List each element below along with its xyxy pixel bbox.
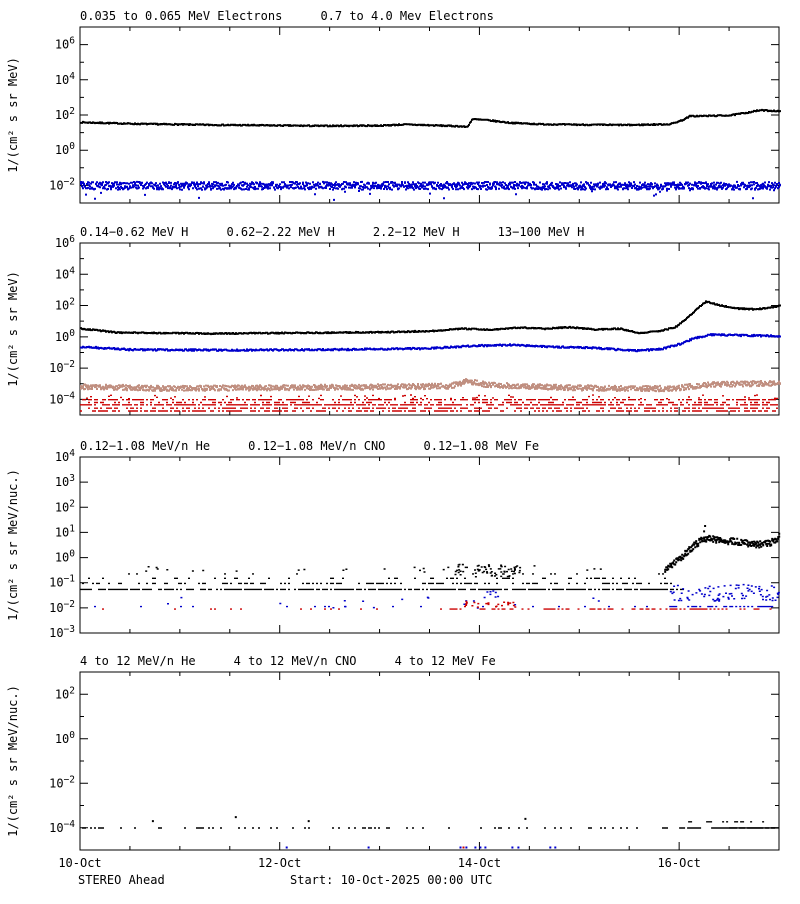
x-tick-label: 10-Oct [58, 856, 101, 870]
series-0-12-1-08-mev-n-he-spike [703, 525, 707, 533]
panel-4-title-2: 4 to 12 MeV/n CNO [234, 654, 357, 668]
series-0-12-1-08-mev-fe-rows [102, 608, 772, 610]
y-tick-label: 104 [55, 448, 75, 464]
panel-2-title-4: 13−100 MeV H [498, 225, 585, 239]
y-tick-label: 106 [55, 234, 75, 250]
y-tick-label: 10−4 [49, 819, 75, 835]
series-4-to-12-mev-n-cno [285, 846, 557, 849]
y-tick-label: 100 [55, 141, 75, 157]
y-tick-label: 102 [55, 498, 75, 514]
panel-2: 10−4 10−2 100 102 104 106 0.14−0.62 MeV H 0.62−… [49, 225, 781, 416]
y-tick-label: 10−3 [49, 624, 75, 640]
panel-4-title-3: 4 to 12 MeV Fe [395, 654, 496, 668]
y-tick-label: 10−2 [49, 176, 75, 192]
series-4-to-12-mev-n-he-line [729, 827, 779, 829]
panel-1-title-1: 0.035 to 0.065 MeV Electrons [80, 9, 282, 23]
panel-2-title-2: 0.62−2.22 MeV H [226, 225, 334, 239]
y-axis-label-panel-2: 1/(cm² s sr MeV) [6, 271, 20, 387]
panel-3-title-1: 0.12−1.08 MeV/n He [80, 439, 210, 453]
series-0-12-1-08-mev-n-cno-rows [94, 605, 774, 608]
series-4-to-12-mev-n-he-isolated [151, 816, 527, 823]
y-tick-label: 10−2 [49, 359, 75, 375]
y-axis-label-panel-4: 1/(cm² s sr MeV/nuc.) [6, 685, 20, 837]
y-tick-label: 10−2 [49, 774, 75, 790]
series-0-12-1-08-mev-n-he-rows [80, 573, 684, 591]
series-0-035-to-0-065-mev-electrons [80, 108, 781, 128]
panel-4: 10−4 10−2 100 102 10-Oct 12-Oct 14-Oct 16-Oct 4 … [49, 654, 780, 870]
y-tick-label: 100 [55, 730, 75, 746]
series-4-to-12-mev-n-he-rows [82, 821, 776, 829]
panel-3: 10−3 10−2 10−1 100 101 102 103 104 0.12−1.08 MeV… [49, 439, 781, 640]
y-tick-label: 100 [55, 549, 75, 565]
panel-frame [79, 671, 780, 851]
panel-frame [79, 26, 780, 204]
panel-1-title-2: 0.7 to 4.0 Mev Electrons [320, 9, 493, 23]
footer-start-time-label: Start: 10-Oct-2025 00:00 UTC [290, 873, 492, 887]
series-0-14-0-62-mev-h [80, 300, 781, 336]
series-0-12-1-08-mev-n-cno-clusters [167, 583, 780, 609]
x-tick-label: 12-Oct [258, 856, 301, 870]
panel-3-title-3: 0.12−1.08 MeV Fe [424, 439, 540, 453]
y-tick-label: 10−2 [49, 599, 75, 615]
x-tick-label: 16-Oct [657, 856, 700, 870]
y-tick-label: 101 [55, 523, 75, 539]
series-0-7-to-4-0-mev-electrons [80, 180, 781, 201]
panel-4-title-1: 4 to 12 MeV/n He [80, 654, 196, 668]
series-2-2-12-mev-h [80, 378, 781, 393]
series-13-100-mev-h [80, 394, 778, 412]
y-tick-label: 10−4 [49, 390, 75, 406]
y-tick-label: 104 [55, 265, 75, 281]
x-tick-label: 14-Oct [458, 856, 501, 870]
panel-2-title-1: 0.14−0.62 MeV H [80, 225, 188, 239]
series-0-12-1-08-mev-n-he-clusters [145, 563, 602, 578]
y-tick-label: 102 [55, 106, 75, 122]
y-tick-label: 10−1 [49, 574, 75, 590]
y-tick-label: 103 [55, 473, 75, 489]
y-axis-label-panel-1: 1/(cm² s sr MeV) [6, 57, 20, 173]
y-axis-label-panel-3: 1/(cm² s sr MeV/nuc.) [6, 469, 20, 621]
y-tick-label: 100 [55, 328, 75, 344]
y-tick-label: 102 [55, 685, 75, 701]
panel-2-title-3: 2.2−12 MeV H [373, 225, 460, 239]
y-tick-label: 104 [55, 71, 75, 87]
chart-generated-content: 10−2 100 102 104 106 0.035 to 0.065 MeV Elect… [49, 9, 781, 870]
series-4-to-12-mev-fe [462, 846, 465, 849]
series-0-62-2-22-mev-h [80, 333, 781, 353]
y-tick-label: 106 [55, 36, 75, 52]
panel-3-title-2: 0.12−1.08 MeV/n CNO [248, 439, 385, 453]
series-0-12-1-08-mev-n-he-event [664, 532, 781, 573]
y-tick-label: 102 [55, 297, 75, 313]
footer-spacecraft-label: STEREO Ahead [78, 873, 165, 887]
series-0-12-1-08-mev-fe-clusters [464, 600, 517, 608]
panel-1: 10−2 100 102 104 106 0.035 to 0.065 MeV Elect… [49, 9, 781, 204]
